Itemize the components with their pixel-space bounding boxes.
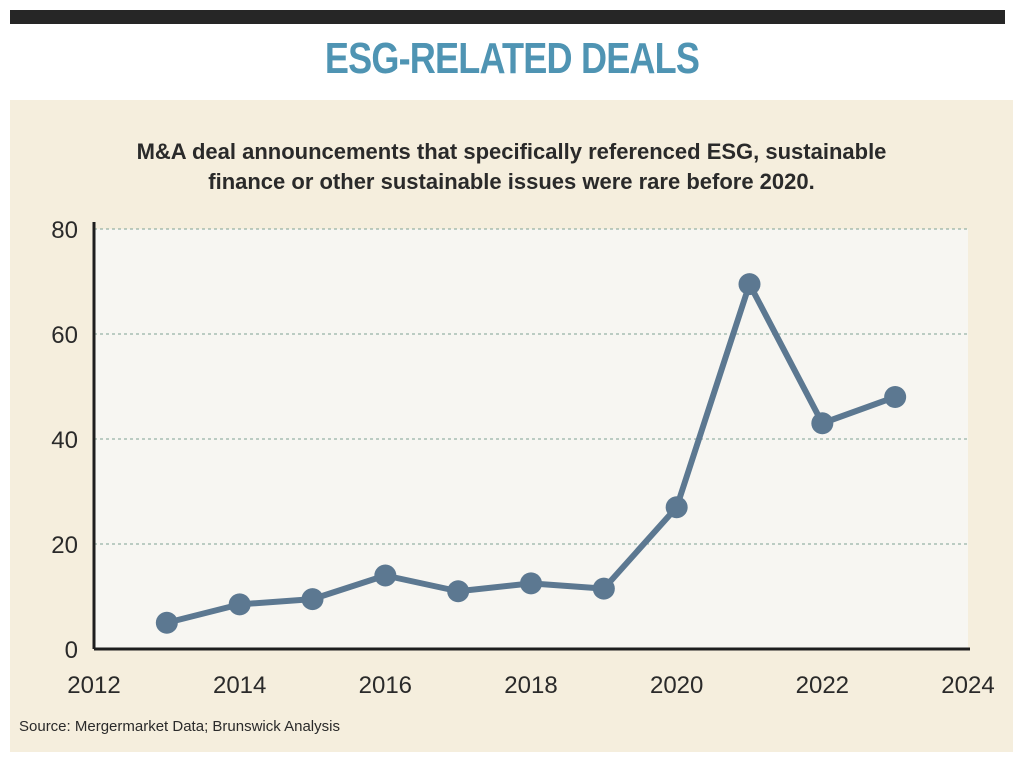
x-tick-label: 2024 [941, 672, 994, 699]
data-point [155, 611, 178, 634]
subtitle-line-2: finance or other sustainable issues were… [208, 169, 815, 194]
data-point [592, 577, 615, 600]
data-point [665, 496, 688, 519]
chart-subtitle: M&A deal announcements that specifically… [10, 137, 1013, 197]
data-point [374, 564, 397, 587]
x-tick-label: 2016 [359, 672, 412, 699]
data-point [520, 572, 542, 595]
y-tick-label: 80 [51, 217, 78, 244]
y-tick-label: 0 [65, 637, 78, 664]
top-rule [10, 10, 1005, 24]
data-point [811, 412, 834, 435]
x-tick-label: 2012 [67, 672, 120, 699]
y-tick-label: 40 [51, 427, 78, 454]
x-tick-label: 2020 [650, 672, 703, 699]
data-point [738, 273, 761, 296]
data-point [228, 593, 251, 616]
subtitle-line-1: M&A deal announcements that specifically… [136, 139, 887, 164]
y-tick-label: 60 [51, 322, 78, 349]
data-point [884, 386, 907, 408]
x-tick-label: 2014 [213, 672, 266, 699]
x-tick-label: 2022 [796, 672, 849, 699]
y-tick-label: 20 [51, 532, 78, 559]
x-tick-label: 2018 [504, 672, 557, 699]
source-note: Source: Mergermarket Data; Brunswick Ana… [19, 718, 340, 735]
data-point [447, 580, 470, 603]
chart-headline: ESG-RELATED DEALS [324, 34, 700, 83]
data-point [301, 588, 324, 611]
